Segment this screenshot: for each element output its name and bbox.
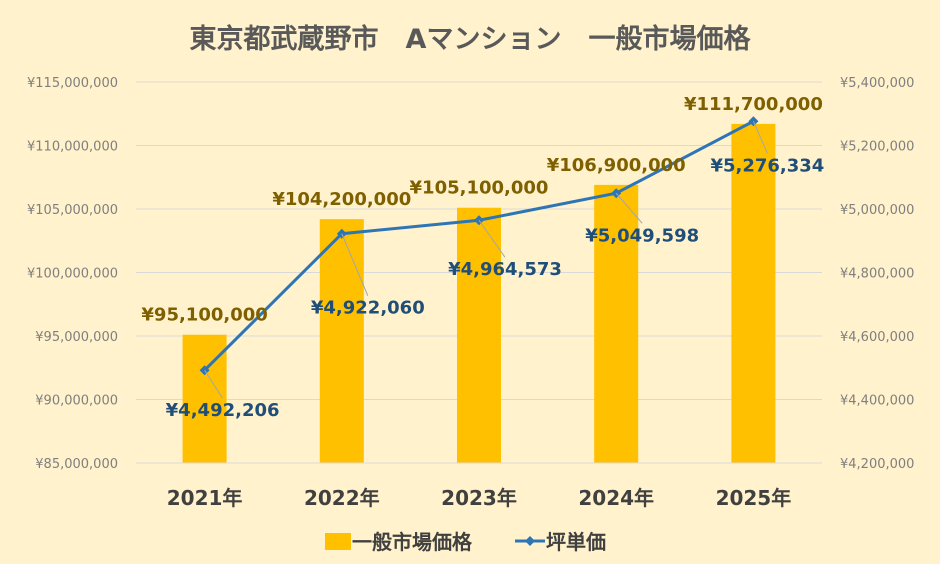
- line-data-label: ¥4,492,206: [166, 400, 280, 421]
- right-axis: ¥4,200,000 ¥4,400,000 ¥4,600,000 ¥4,800,000…: [840, 76, 914, 472]
- bar-series: [182, 123, 776, 463]
- leader-line: [615, 192, 643, 224]
- bar: [594, 184, 639, 463]
- category-label: 2022年: [304, 486, 380, 510]
- left-tick-label: ¥100,000,000: [27, 267, 118, 282]
- right-tick-label: ¥4,800,000: [840, 267, 914, 282]
- leader-line: [752, 121, 768, 154]
- bar-data-label: ¥106,900,000: [547, 155, 686, 176]
- right-tick-label: ¥4,600,000: [840, 330, 914, 345]
- line-data-labels: ¥4,492,206 ¥4,922,060 ¥4,964,573 ¥5,049,598…: [166, 121, 824, 421]
- chart-title: 東京都武蔵野市 Aマンション 一般市場価格: [190, 23, 752, 55]
- legend-bar-label: 一般市場価格: [352, 530, 473, 554]
- legend: 一般市場価格 坪単価: [325, 530, 606, 554]
- line-data-label: ¥4,964,573: [448, 259, 562, 280]
- legend-bar-swatch: [325, 533, 351, 550]
- left-tick-label: ¥90,000,000: [35, 394, 118, 409]
- bar: [457, 207, 501, 463]
- right-tick-label: ¥5,400,000: [840, 76, 914, 91]
- bar-data-labels: ¥95,100,000 ¥104,200,000¥105,100,000¥106,…: [141, 94, 822, 326]
- line-data-label: ¥4,922,060: [311, 298, 425, 319]
- category-label: 2021年: [167, 486, 243, 510]
- leader-line: [341, 233, 369, 296]
- right-tick-label: ¥5,000,000: [840, 203, 914, 218]
- legend-line-label: 坪単価: [546, 530, 606, 554]
- bar-data-label: ¥111,700,000: [684, 94, 823, 115]
- right-tick-label: ¥5,200,000: [840, 140, 914, 155]
- right-tick-label: ¥4,400,000: [840, 394, 914, 409]
- bar: [731, 123, 776, 463]
- left-tick-label: ¥105,000,000: [27, 203, 118, 218]
- bar-data-label: ¥95,100,000: [141, 305, 267, 326]
- bar-data-label: ¥105,100,000: [410, 178, 549, 199]
- left-tick-label: ¥110,000,000: [27, 140, 118, 155]
- x-axis: 2021年 2022年 2023年 2024年 2025年: [136, 462, 822, 510]
- left-axis: ¥85,000,000 ¥90,000,000 ¥95,000,000 ¥100,00…: [27, 76, 118, 472]
- category-label: 2023年: [441, 486, 517, 510]
- left-tick-label: ¥115,000,000: [27, 76, 118, 91]
- legend-line-marker: [525, 536, 535, 546]
- line-data-label: ¥5,049,598: [585, 225, 699, 246]
- category-label: 2025年: [716, 486, 792, 510]
- bar: [319, 219, 364, 463]
- bar-data-label: ¥104,200,000: [272, 189, 411, 210]
- left-tick-label: ¥95,000,000: [35, 330, 118, 345]
- leader-line: [204, 369, 224, 399]
- left-tick-label: ¥85,000,000: [35, 457, 118, 472]
- line-data-label: ¥5,276,334: [710, 155, 824, 176]
- category-label: 2024年: [578, 486, 654, 510]
- leader-line: [478, 219, 506, 258]
- right-tick-label: ¥4,200,000: [840, 457, 914, 472]
